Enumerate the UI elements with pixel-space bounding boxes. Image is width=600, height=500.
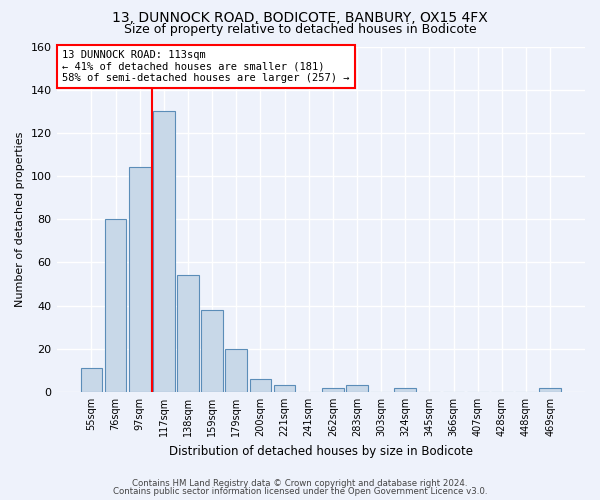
X-axis label: Distribution of detached houses by size in Bodicote: Distribution of detached houses by size … <box>169 444 473 458</box>
Text: 13, DUNNOCK ROAD, BODICOTE, BANBURY, OX15 4FX: 13, DUNNOCK ROAD, BODICOTE, BANBURY, OX1… <box>112 11 488 25</box>
Bar <box>226 349 247 392</box>
Bar <box>105 219 127 392</box>
Bar <box>201 310 223 392</box>
Bar <box>153 112 175 392</box>
Bar <box>129 168 151 392</box>
Bar <box>322 388 344 392</box>
Text: Contains public sector information licensed under the Open Government Licence v3: Contains public sector information licen… <box>113 487 487 496</box>
Bar <box>346 386 368 392</box>
Bar <box>80 368 102 392</box>
Y-axis label: Number of detached properties: Number of detached properties <box>15 132 25 307</box>
Bar <box>250 379 271 392</box>
Text: Contains HM Land Registry data © Crown copyright and database right 2024.: Contains HM Land Registry data © Crown c… <box>132 478 468 488</box>
Text: 13 DUNNOCK ROAD: 113sqm
← 41% of detached houses are smaller (181)
58% of semi-d: 13 DUNNOCK ROAD: 113sqm ← 41% of detache… <box>62 50 349 83</box>
Bar <box>177 276 199 392</box>
Bar <box>394 388 416 392</box>
Text: Size of property relative to detached houses in Bodicote: Size of property relative to detached ho… <box>124 22 476 36</box>
Bar <box>539 388 561 392</box>
Bar <box>274 386 295 392</box>
